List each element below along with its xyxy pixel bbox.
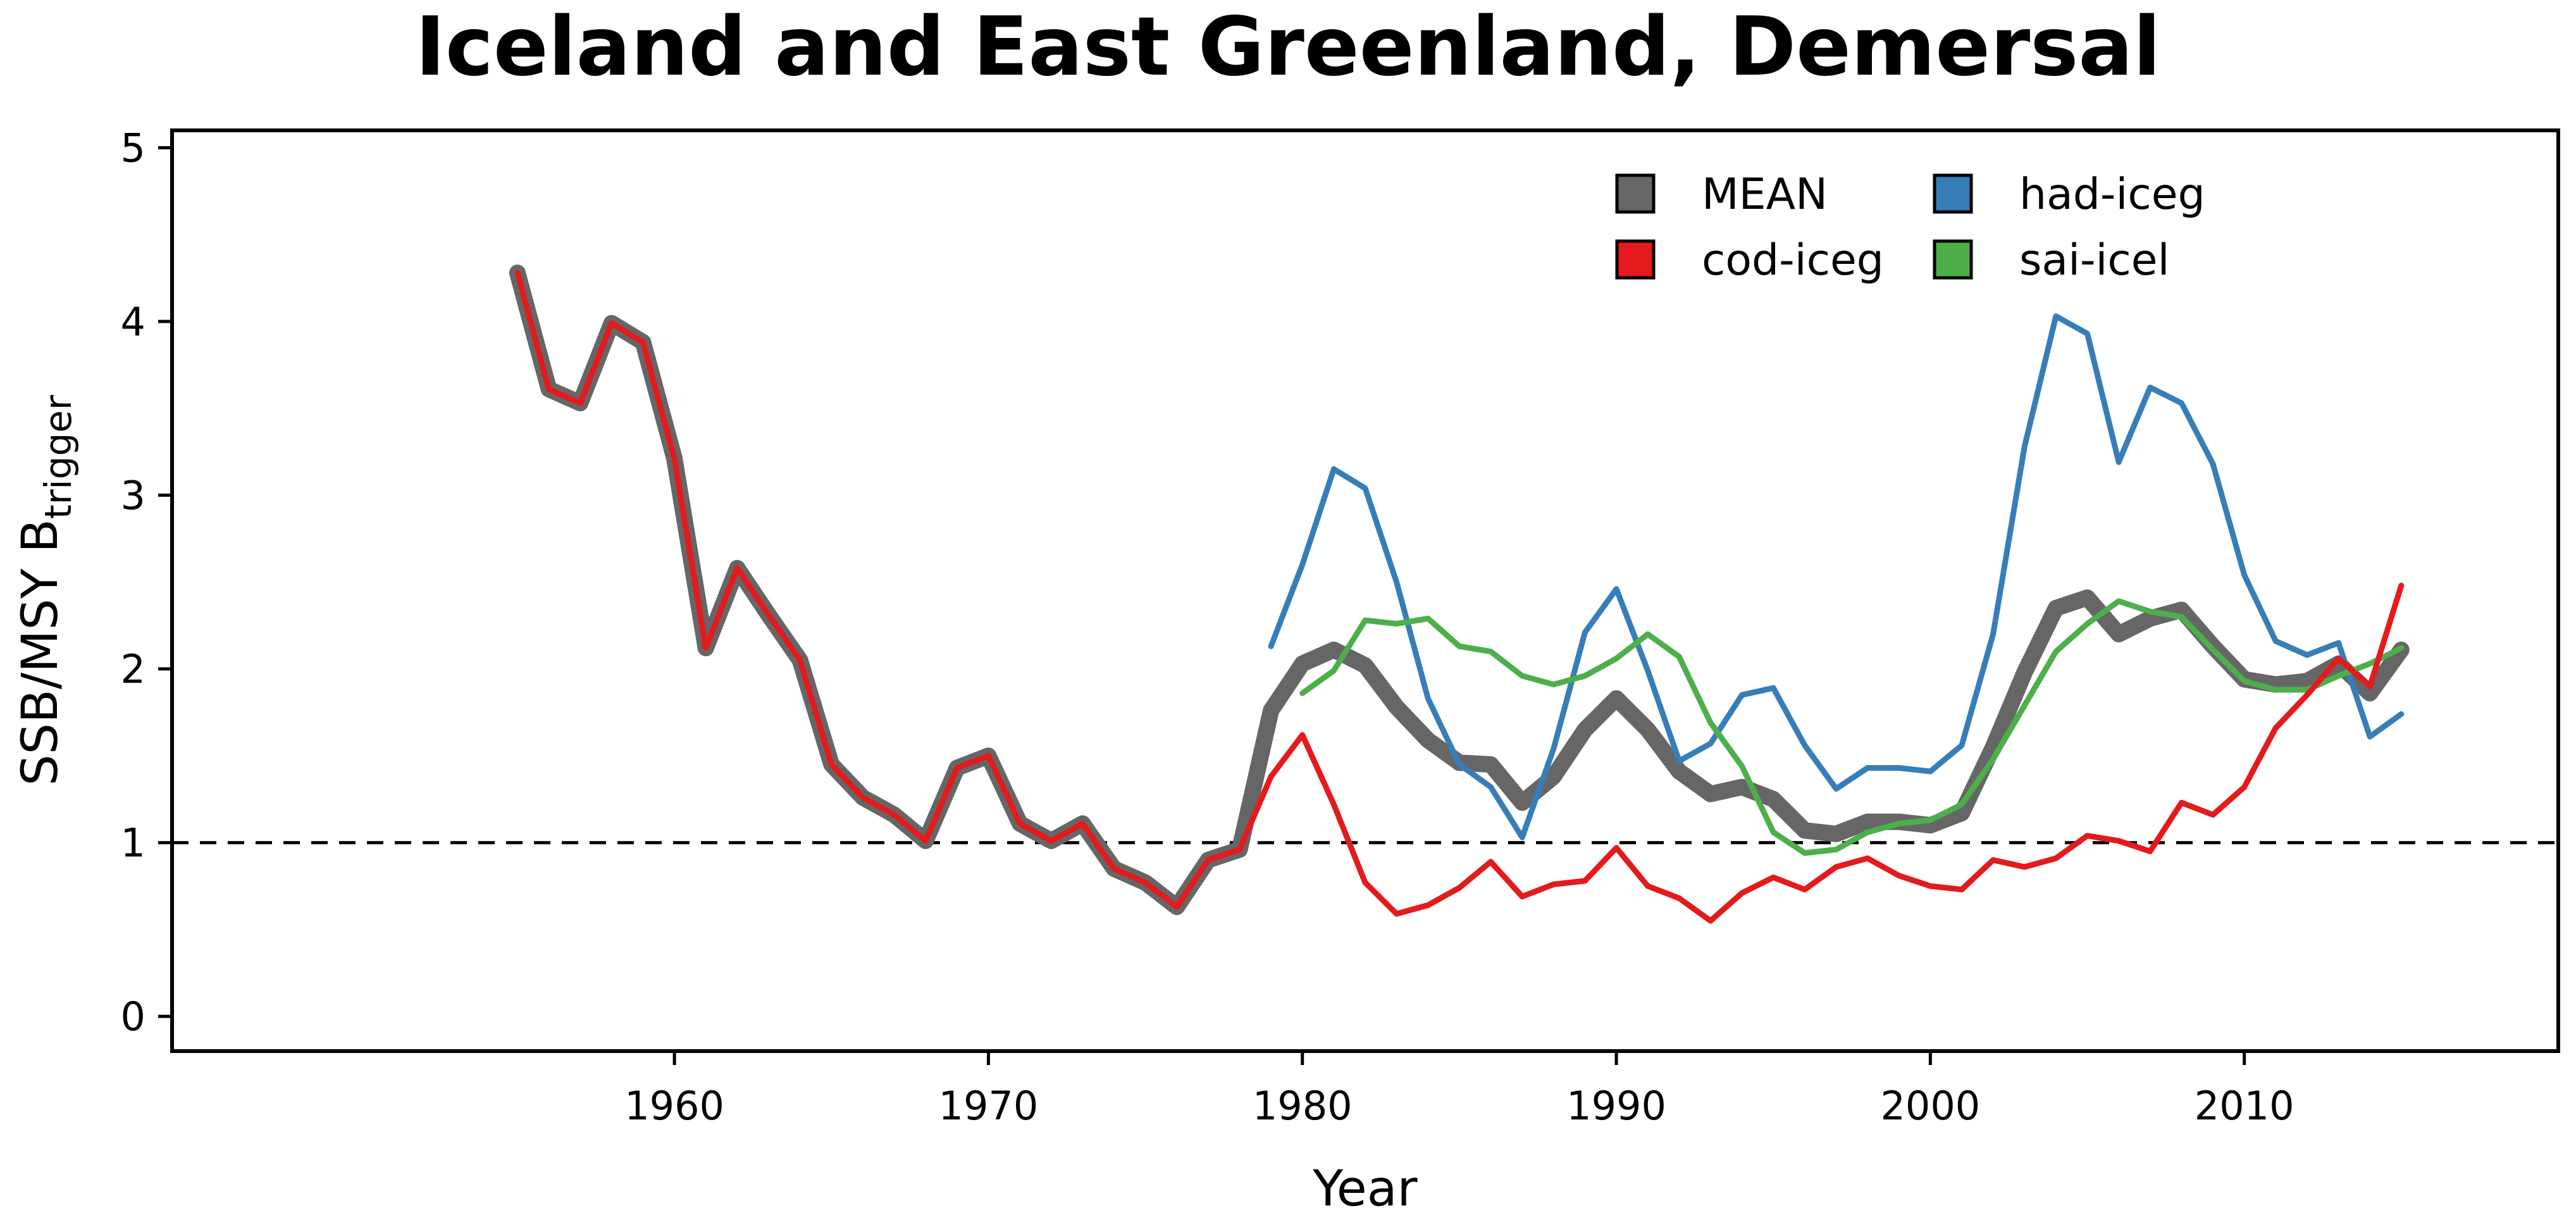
legend-label: had-iceg: [2019, 170, 2205, 220]
y-tick-label: 4: [121, 299, 146, 345]
y-tick-label: 1: [121, 820, 146, 866]
x-tick-label: 2010: [2195, 1083, 2294, 1129]
y-tick-label: 5: [121, 125, 146, 171]
legend-swatch: [1933, 239, 1973, 280]
x-tick-label: 1990: [1566, 1083, 1666, 1129]
legend-label: MEAN: [1702, 170, 1828, 220]
series-line-cod-iceg: [514, 270, 2405, 924]
y-axis: 0 1 2 3 4 5: [121, 125, 172, 1040]
legend-swatch: [1933, 173, 1973, 214]
x-tick-label: 1960: [624, 1083, 724, 1129]
legend-swatch: [1615, 173, 1656, 214]
y-axis-title: SSB/MSY Btrigger: [12, 395, 80, 786]
x-tick-label: 1970: [939, 1083, 1039, 1129]
series-line-MEAN: [509, 265, 2410, 916]
series-layer: [509, 265, 2410, 924]
y-tick-label: 2: [121, 646, 146, 692]
x-tick-label: 2000: [1880, 1083, 1980, 1129]
y-tick-label: 3: [121, 473, 146, 519]
x-axis-title: Year: [1312, 1161, 1418, 1215]
legend-label: cod-iceg: [1702, 235, 1884, 285]
series-line-sai-icel: [1299, 598, 2405, 856]
legend-swatch: [1615, 239, 1656, 280]
y-axis-title-main: SSB/MSY B: [12, 519, 69, 786]
legend: MEAN cod-iceg had-iceg sai-icel: [1615, 170, 2205, 285]
y-tick-label: 0: [121, 994, 146, 1040]
y-axis-title-subscript: trigger: [37, 395, 80, 519]
legend-label: sai-icel: [2019, 235, 2170, 285]
chart-title: Iceland and East Greenland, Demersal: [415, 0, 2160, 94]
x-axis: 1960 1970 1980 1990 2000 2010: [624, 1051, 2294, 1129]
x-tick-label: 1980: [1253, 1083, 1353, 1129]
series-line-had-iceg: [1268, 313, 2405, 840]
plot-frame: [170, 128, 2560, 1053]
